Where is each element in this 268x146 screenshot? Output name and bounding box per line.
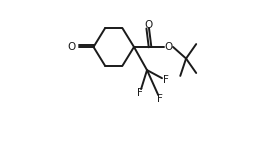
Text: O: O xyxy=(165,42,173,52)
Text: O: O xyxy=(144,20,152,30)
Text: F: F xyxy=(137,88,143,98)
Text: O: O xyxy=(68,42,76,52)
Text: F: F xyxy=(157,94,163,104)
Text: F: F xyxy=(163,75,169,85)
